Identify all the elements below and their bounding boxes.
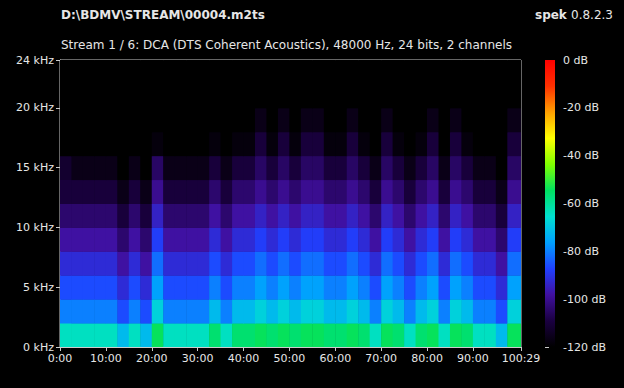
svg-text:-80 dB: -80 dB [563, 245, 599, 258]
svg-text:40:00: 40:00 [228, 352, 260, 365]
svg-text:-120 dB: -120 dB [563, 341, 606, 354]
svg-text:15 kHz: 15 kHz [16, 161, 54, 174]
svg-text:10:00: 10:00 [90, 352, 122, 365]
svg-text:24 kHz: 24 kHz [16, 54, 54, 67]
svg-text:-60 dB: -60 dB [563, 197, 599, 210]
svg-text:spek: spek [535, 8, 568, 22]
svg-text:20 kHz: 20 kHz [16, 101, 54, 114]
svg-text:90:00: 90:00 [457, 352, 489, 365]
svg-text:0 dB: 0 dB [563, 54, 588, 67]
svg-text:0:00: 0:00 [48, 352, 73, 365]
svg-text:0.8.2.3: 0.8.2.3 [571, 8, 613, 22]
svg-text:-20 dB: -20 dB [563, 101, 599, 114]
svg-text:D:\BDMV\STREAM\00004.m2ts: D:\BDMV\STREAM\00004.m2ts [61, 8, 265, 22]
svg-text:0 kHz: 0 kHz [23, 340, 54, 354]
svg-text:10 kHz: 10 kHz [16, 221, 54, 234]
svg-text:20:00: 20:00 [136, 352, 168, 365]
svg-text:70:00: 70:00 [365, 352, 397, 365]
svg-text:100:29: 100:29 [502, 352, 541, 365]
svg-text:30:00: 30:00 [182, 352, 214, 365]
svg-text:-100 dB: -100 dB [563, 293, 606, 306]
svg-text:5 kHz: 5 kHz [23, 281, 54, 294]
svg-text:Stream 1 / 6: DCA (DTS Coheren: Stream 1 / 6: DCA (DTS Coherent Acoustic… [61, 38, 512, 52]
svg-text:80:00: 80:00 [411, 352, 443, 365]
svg-text:-40 dB: -40 dB [563, 149, 599, 162]
svg-text:50:00: 50:00 [274, 352, 306, 365]
svg-text:60:00: 60:00 [319, 352, 351, 365]
